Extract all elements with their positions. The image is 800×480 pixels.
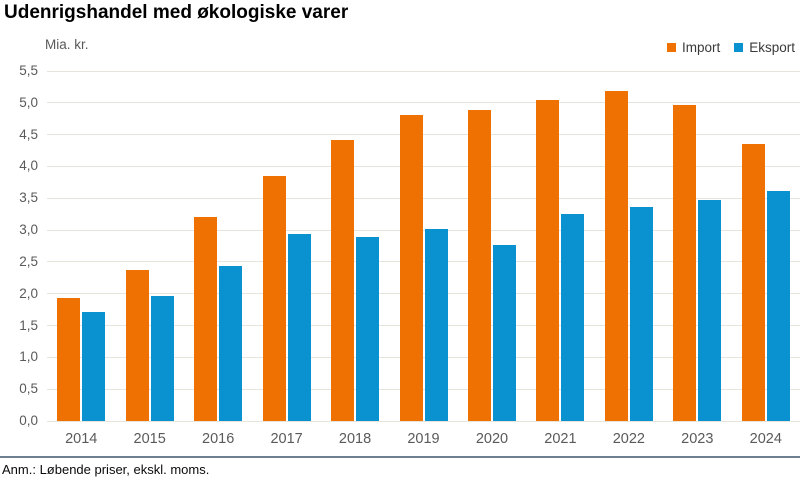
- y-axis: 0,0 0,5 1,0 1,5 2,0 2,5 3,0 3,5 4,0 4,5 5,0 5,5: [0, 63, 38, 431]
- legend-label-eksport: Eksport: [749, 40, 795, 55]
- bar-import-2023: [673, 104, 697, 421]
- x-axis: 2014 2015 2016 2017 2018 2019 2020 2021 2022 2023…: [47, 431, 800, 449]
- bar-eksport-2016: [219, 265, 243, 421]
- gridline: [47, 197, 800, 199]
- x-tick-label-2015: 2015: [133, 431, 166, 447]
- y-tick-label: 0,0: [19, 413, 38, 428]
- legend-item-eksport: Eksport: [734, 40, 795, 55]
- x-tick-label-2018: 2018: [338, 431, 372, 447]
- bar-import-2015: [125, 269, 149, 421]
- x-tick-label-2016: 2016: [202, 431, 235, 447]
- bar-eksport-2014: [82, 312, 106, 421]
- gridline: [47, 293, 800, 295]
- bar-import-2024: [741, 144, 765, 421]
- legend: Import Eksport: [666, 40, 795, 55]
- bar-import-2018: [331, 139, 355, 421]
- gridline: [47, 134, 800, 136]
- x-tick-label-2020: 2020: [475, 431, 509, 447]
- y-tick-label: 2,5: [19, 253, 38, 269]
- bar-import-2020: [467, 110, 491, 421]
- x-tick-label-2017: 2017: [270, 431, 303, 447]
- bar-eksport-2023: [698, 199, 722, 421]
- gridline: [47, 70, 800, 72]
- y-tick-label: 4,0: [19, 158, 38, 174]
- y-tick-label: 5,0: [19, 94, 38, 110]
- bar-eksport-2022: [629, 207, 653, 421]
- x-tick-label-2019: 2019: [407, 431, 440, 447]
- gridline: [47, 325, 800, 327]
- bar-import-2019: [399, 114, 423, 421]
- y-tick-label: 1,0: [19, 349, 38, 365]
- gridline: [47, 420, 800, 422]
- x-tick-label-2024: 2024: [749, 431, 782, 447]
- bar-import-2021: [536, 100, 560, 421]
- gridline: [47, 165, 800, 167]
- gridline: [47, 261, 800, 263]
- y-tick-label: 4,5: [19, 126, 38, 142]
- bar-import-2022: [604, 90, 628, 421]
- y-axis-unit-label: Mia. kr.: [45, 37, 89, 52]
- y-tick-label: 5,5: [19, 63, 38, 78]
- legend-swatch-import-icon: [666, 43, 676, 52]
- y-tick-label: 3,0: [19, 222, 38, 238]
- bar-eksport-2024: [766, 190, 790, 421]
- legend-label-import: Import: [681, 40, 721, 55]
- footnote: Anm.: Løbende priser, ekskl. moms.: [2, 462, 210, 477]
- legend-item-import: Import: [666, 40, 721, 55]
- bar-import-2017: [262, 176, 286, 421]
- bar-eksport-2015: [150, 295, 174, 421]
- y-tick-label: 1,5: [19, 317, 38, 333]
- bar-import-2014: [57, 298, 81, 421]
- x-tick-label-2022: 2022: [612, 431, 645, 447]
- y-tick-label: 2,0: [19, 285, 38, 301]
- x-tick-label-2021: 2021: [544, 431, 577, 447]
- separator-line: [0, 456, 800, 458]
- gridline: [47, 356, 800, 358]
- legend-swatch-eksport-icon: [734, 43, 744, 52]
- bar-eksport-2021: [561, 214, 585, 421]
- x-tick-label-2014: 2014: [65, 431, 98, 447]
- plot-area: [47, 70, 800, 422]
- y-tick-label: 3,5: [19, 190, 38, 206]
- bar-eksport-2018: [356, 237, 380, 421]
- gridline: [47, 388, 800, 390]
- gridline: [47, 102, 800, 104]
- bar-eksport-2019: [424, 229, 448, 421]
- chart-title: Udenrigshandel med økologiske varer: [4, 2, 349, 23]
- bar-import-2016: [194, 217, 218, 421]
- bar-eksport-2020: [492, 244, 516, 421]
- y-tick-label: 0,5: [19, 381, 38, 397]
- gridline: [47, 229, 800, 231]
- bar-eksport-2017: [287, 233, 311, 421]
- x-tick-label-2023: 2023: [681, 431, 714, 447]
